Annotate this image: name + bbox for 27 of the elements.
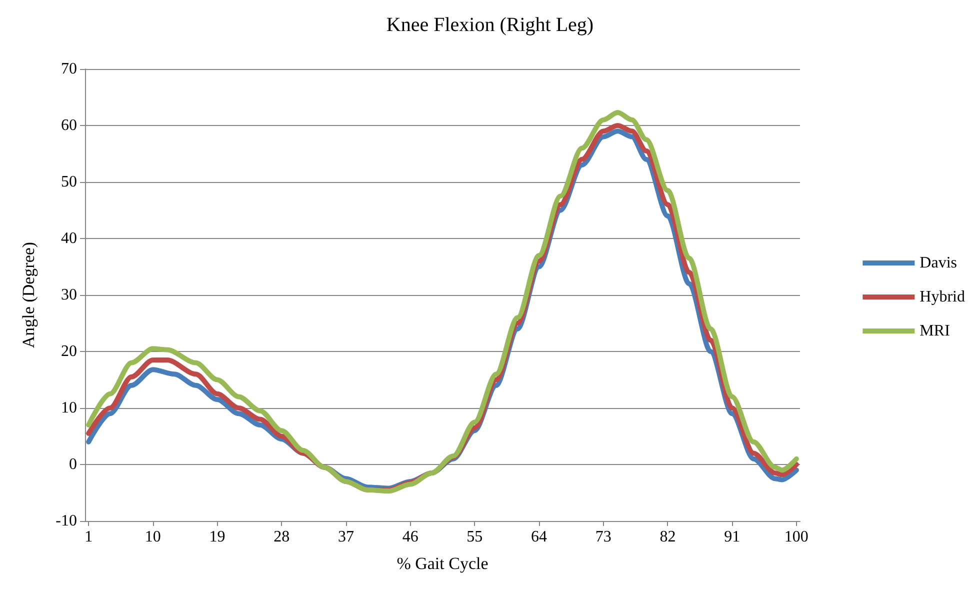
x-tick-label: 73: [595, 528, 612, 546]
x-tick-label: 55: [466, 528, 483, 546]
y-tick-label: 50: [61, 174, 77, 190]
legend-label: MRI: [920, 322, 950, 340]
y-tick-label: 70: [61, 60, 77, 78]
x-tick-label: 10: [144, 528, 161, 546]
x-tick-label: 19: [209, 528, 226, 546]
y-tick-label: 10: [61, 400, 77, 416]
y-tick-label: 0: [69, 456, 77, 473]
y-tick-label: 40: [61, 230, 77, 247]
x-tick-label: 91: [724, 528, 740, 546]
x-tick-label: 37: [338, 528, 354, 546]
y-tick-label: 20: [61, 343, 77, 360]
y-axis-title: Angle (Degree): [19, 242, 38, 348]
x-axis-title: % Gait Cycle: [396, 554, 488, 573]
x-tick-label: 64: [531, 528, 548, 546]
x-tick-label: 1: [84, 528, 93, 546]
y-tick-label: 60: [61, 117, 77, 134]
x-tick-label: 28: [274, 528, 290, 546]
x-tick-label: 82: [660, 528, 676, 546]
x-tick-label: 46: [402, 528, 418, 546]
legend-label: Davis: [920, 254, 957, 272]
y-tick-label: -10: [56, 512, 77, 530]
legend-label: Hybrid: [920, 288, 965, 306]
y-tick-label: 30: [61, 286, 77, 304]
chart-title: Knee Flexion (Right Leg): [386, 14, 594, 36]
x-tick-label: 100: [784, 528, 808, 546]
